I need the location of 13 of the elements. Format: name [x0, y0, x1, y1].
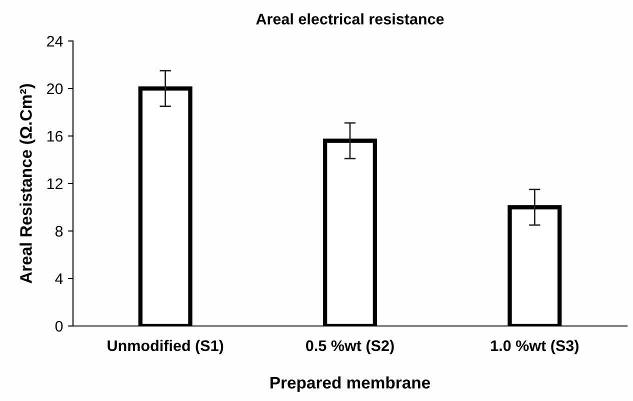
y-tick-label: 20 [47, 83, 63, 94]
y-tick-label: 12 [47, 178, 63, 190]
x-axis-title: Prepared membrane [270, 376, 430, 392]
y-tick-label: 8 [55, 226, 63, 237]
x-tick-label: 0.5 %wt (S2) [306, 340, 394, 354]
chart-title: Areal electrical resistance [256, 13, 444, 24]
y-tick-label: 0 [55, 320, 63, 332]
y-tick-label: 4 [55, 274, 63, 284]
x-tick-label: Unmodified (S1) [108, 340, 224, 354]
y-tick-label: 16 [47, 130, 63, 142]
x-tick-label: 1.0 %wt (S3) [491, 340, 578, 354]
y-tick-label: 24 [47, 36, 63, 47]
y-axis-title: Areal Resistance (Ω.Cm²) [20, 84, 36, 284]
